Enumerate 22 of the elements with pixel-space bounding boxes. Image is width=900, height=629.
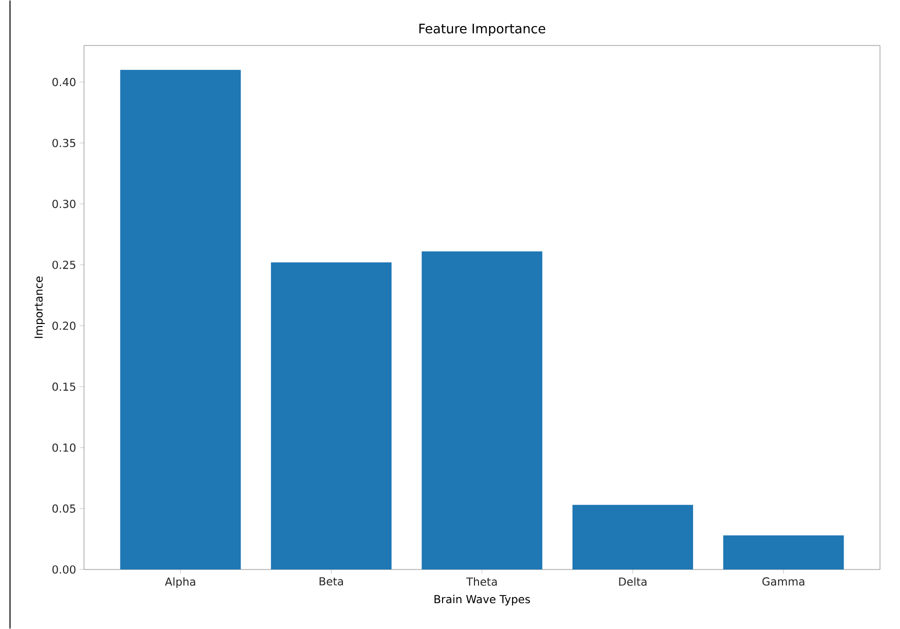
- bar: [422, 251, 542, 570]
- y-axis-title: Importance: [34, 276, 45, 338]
- x-tick-label: Delta: [619, 577, 646, 586]
- y-tick-label: 0.25: [52, 260, 76, 269]
- chart-title: Feature Importance: [419, 24, 546, 36]
- y-tick-label: 0.10: [52, 443, 76, 452]
- y-tick-label: 0.00: [52, 565, 76, 574]
- y-tick-label: 0.15: [52, 382, 76, 391]
- y-tick-label: 0.20: [52, 322, 76, 330]
- x-tick-label: Gamma: [762, 577, 804, 586]
- x-tick-label: Alpha: [164, 577, 196, 588]
- x-axis-title: Brain Wave Types: [434, 594, 530, 606]
- bar: [120, 70, 241, 570]
- y-tick-label: 0.35: [52, 138, 76, 148]
- x-tick-label: Theta: [466, 577, 497, 586]
- x-tick-label: Beta: [320, 577, 343, 586]
- bar: [723, 535, 844, 570]
- y-tick-label: 0.40: [52, 78, 76, 86]
- bar: [270, 262, 392, 570]
- y-tick-label: 0.30: [52, 200, 76, 208]
- y-tick-label: 0.05: [52, 504, 76, 513]
- bar: [572, 504, 694, 570]
